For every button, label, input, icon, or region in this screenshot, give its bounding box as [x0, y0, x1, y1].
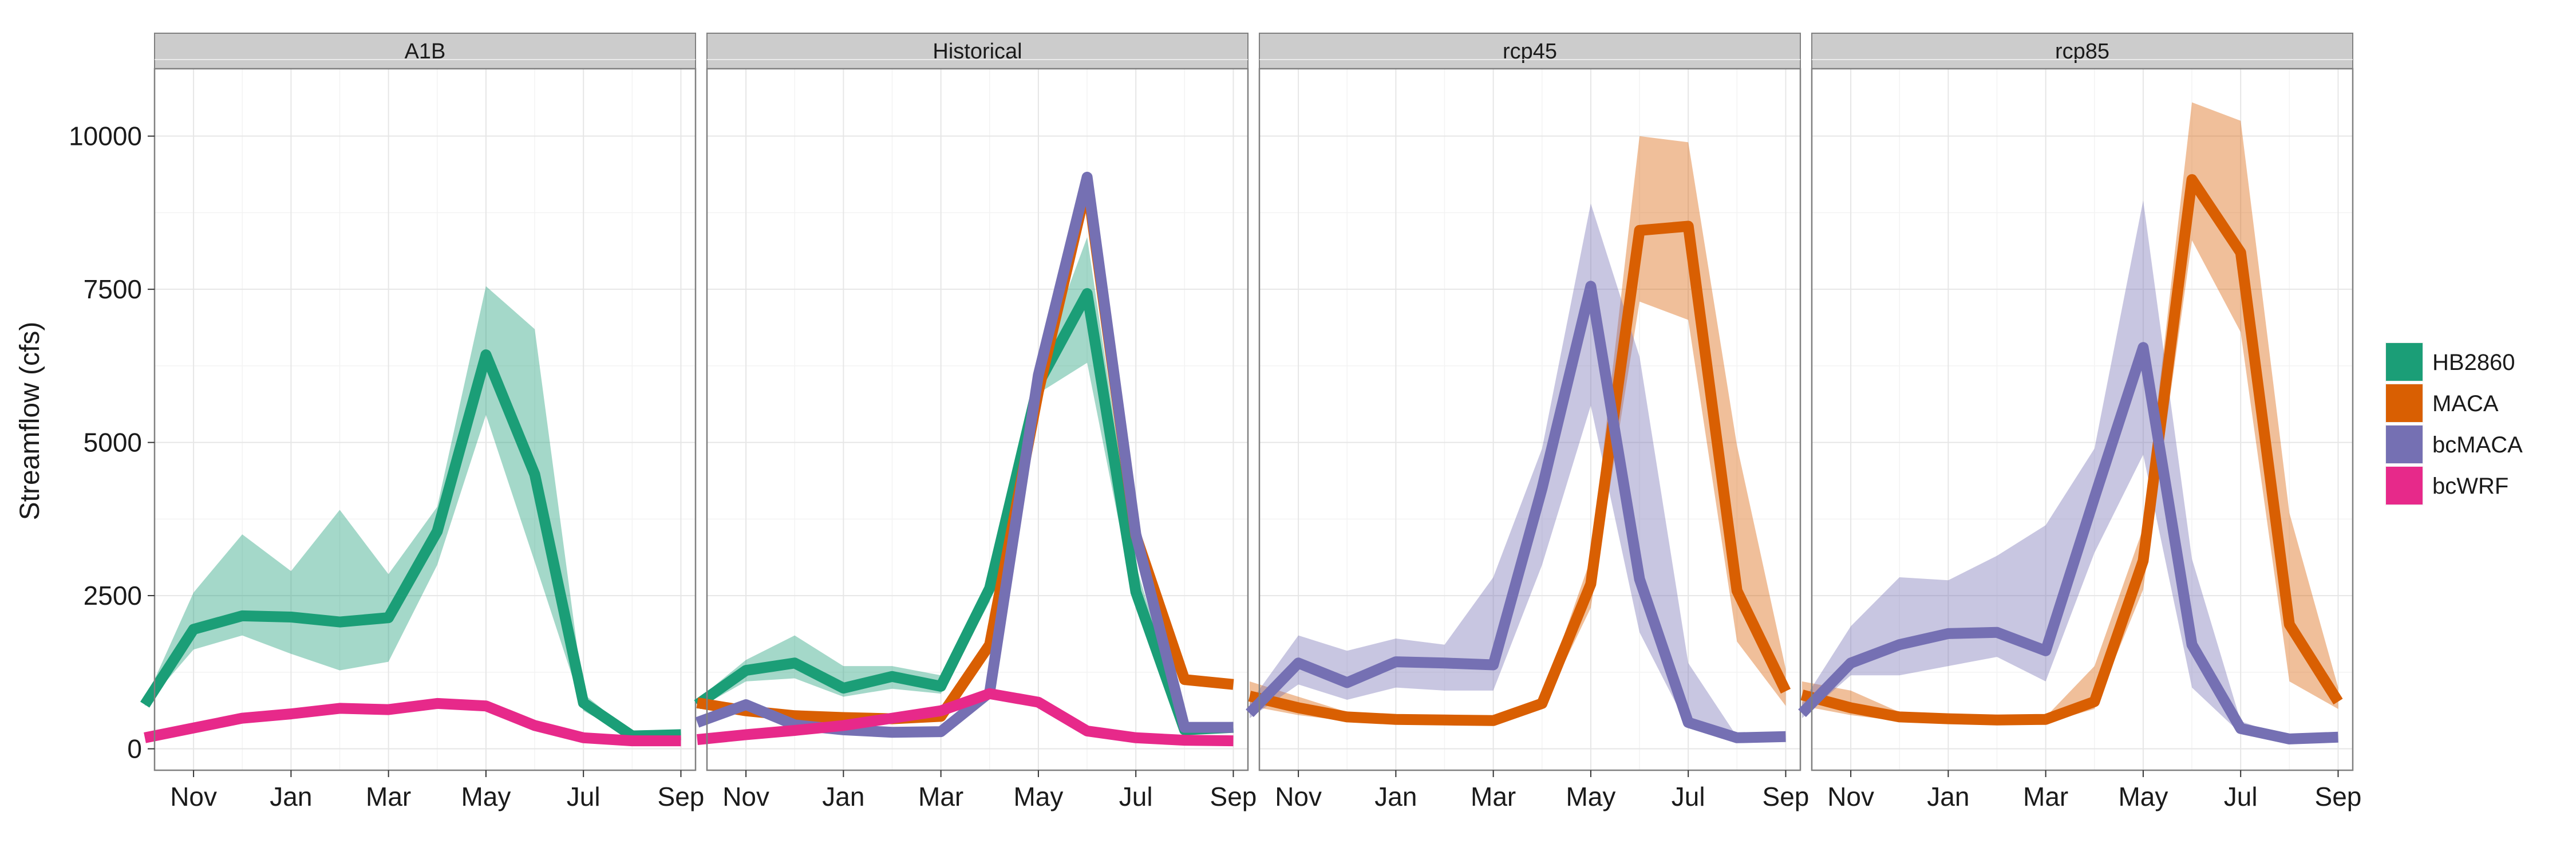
panel-strip-a1b [154, 33, 696, 69]
legend-key-swatch [2386, 425, 2423, 463]
x-tick-label: Nov [1275, 782, 1322, 811]
line-maca-rcp45 [1248, 220, 1791, 726]
panel-strip-rcp85 [1811, 33, 2353, 69]
x-tick-label: Sep [1210, 782, 1257, 811]
x-tick-label: May [461, 782, 511, 811]
x-tick-label: Jan [1927, 782, 1969, 811]
x-tick-label: Mar [2023, 782, 2068, 811]
ribbon-bcmaca-rcp85 [1802, 200, 2338, 740]
legend-label: bcMACA [2432, 432, 2523, 458]
x-tick-label: Jul [1672, 782, 1705, 811]
y-tick-label: 7500 [84, 274, 142, 304]
x-tick-label: Jul [1119, 782, 1153, 811]
panel-border-historical [706, 68, 1249, 771]
x-tick-label: Sep [2315, 782, 2362, 811]
x-tick-label: Jul [567, 782, 600, 811]
gridlines-rcp45 [1259, 59, 1800, 770]
x-tick-label: Mar [366, 782, 411, 811]
y-tick-label: 10000 [69, 121, 142, 151]
y-tick-label: 0 [127, 734, 142, 764]
ribbon-maca-rcp45 [1250, 136, 1786, 723]
legend-label: bcWRF [2432, 474, 2508, 499]
panel-border-a1b [153, 68, 697, 771]
x-tick-label: Nov [170, 782, 217, 811]
x-tick-label: Jul [2224, 782, 2258, 811]
legend: HB2860 MACA bcMACA bcWRF [2383, 340, 2523, 507]
x-tick-label: Mar [1471, 782, 1516, 811]
y-tick-label: 5000 [84, 428, 142, 458]
line-hb2860-historical [694, 288, 1234, 735]
panel-border-rcp45 [1258, 68, 1801, 771]
line-bcmaca-rcp85 [1798, 342, 2338, 744]
x-tick-label: Sep [1763, 782, 1809, 811]
legend-item-hb2860: HB2860 [2383, 340, 2515, 384]
gridlines-a1b [155, 59, 696, 770]
ribbon-maca-rcp85 [1802, 102, 2338, 723]
y-tick-label: 2500 [84, 581, 142, 610]
line-bcmaca-rcp45 [1246, 281, 1786, 743]
legend-item-bcwrf: bcWRF [2383, 464, 2508, 507]
legend-label: MACA [2432, 391, 2499, 416]
x-tick-label: Jan [270, 782, 312, 811]
x-tick-label: Sep [658, 782, 705, 811]
x-tick-label: Jan [1374, 782, 1417, 811]
x-tick-label: May [1013, 782, 1063, 811]
y-axis-title: Streamflow (cfs) [15, 322, 45, 521]
legend-key-swatch [2386, 467, 2423, 505]
panel-strip-rcp45 [1259, 33, 1801, 69]
line-maca-rcp85 [1800, 174, 2343, 726]
line-bcwrf-historical [697, 688, 1234, 747]
y-axis-ticks: 0 2500 5000 7500 10000 [69, 121, 155, 764]
plot-background-a1b [155, 69, 696, 770]
line-bcmaca-historical [695, 171, 1234, 738]
x-tick-label: May [1566, 782, 1615, 811]
panel-strip-historical [706, 33, 1249, 69]
x-tick-label: May [2118, 782, 2168, 811]
x-tick-label: Nov [1827, 782, 1874, 811]
line-hb2860-a1b [140, 349, 681, 742]
ribbon-hb2860-a1b [145, 286, 681, 738]
legend-key-swatch [2386, 343, 2423, 381]
legend-item-bcmaca: bcMACA [2383, 423, 2523, 466]
line-bcwrf-a1b [144, 698, 681, 747]
legend-label: HB2860 [2432, 350, 2515, 375]
x-tick-label: Mar [918, 782, 963, 811]
legend-item-maca: MACA [2383, 381, 2499, 425]
panel-border-rcp85 [1811, 68, 2354, 771]
legend-key-swatch [2386, 384, 2423, 422]
x-tick-label: Jan [822, 782, 864, 811]
x-tick-label: Nov [722, 782, 769, 811]
